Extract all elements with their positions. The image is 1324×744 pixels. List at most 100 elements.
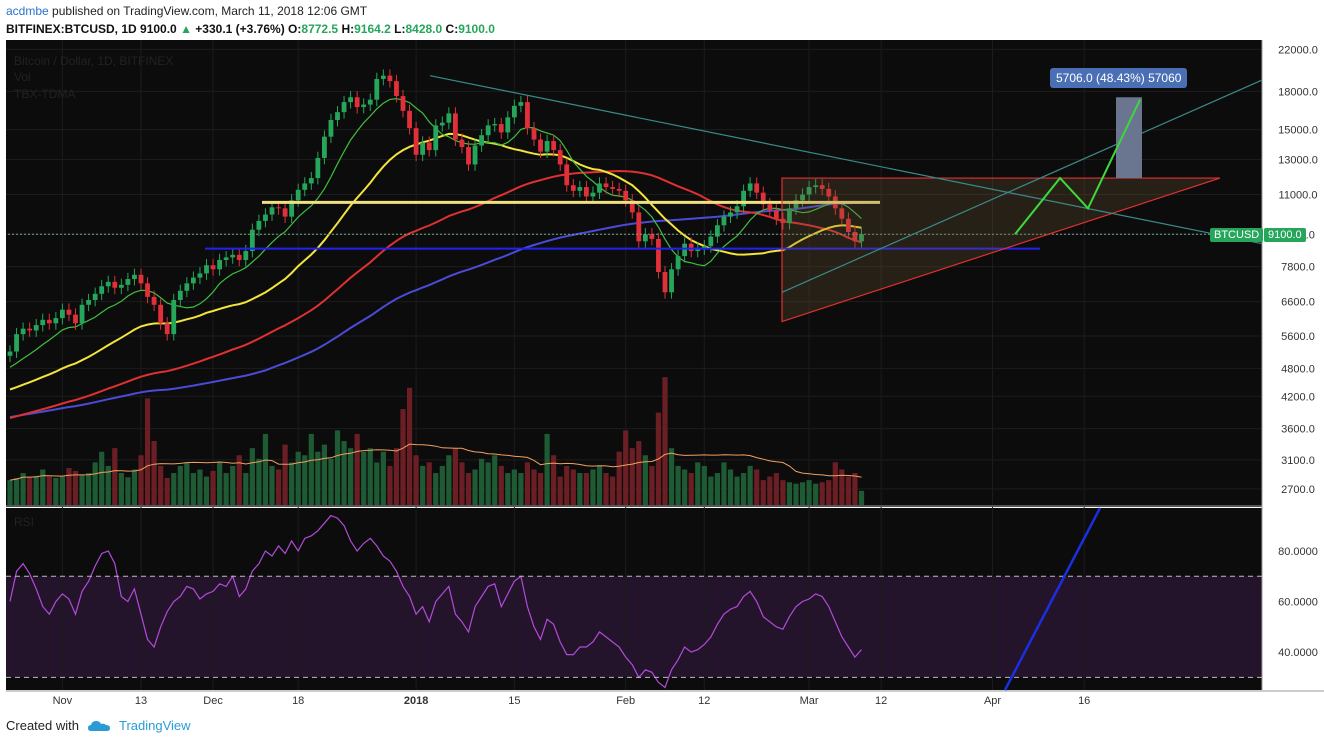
candle [492, 124, 498, 126]
volume-bar [334, 430, 341, 505]
candle [191, 277, 196, 284]
volume-bar [852, 473, 858, 505]
volume-bar [649, 465, 655, 505]
volume-bar [819, 482, 825, 505]
volume-bar [727, 469, 734, 505]
x-tick-label: 13 [135, 695, 147, 707]
volume-bar [459, 462, 465, 505]
candle [230, 254, 236, 258]
triangle-pattern [781, 177, 1221, 323]
candle [656, 238, 661, 273]
candle [177, 290, 183, 301]
candle [590, 192, 596, 197]
volume-bar [505, 473, 511, 505]
candle [249, 229, 255, 252]
volume-average-line [9, 443, 862, 481]
volume-bar [531, 469, 537, 505]
volume-bar [210, 470, 216, 505]
volume-bar [498, 465, 504, 505]
symbol-tag: BTCUSD [1210, 228, 1264, 242]
candle [675, 256, 681, 270]
candle [66, 309, 72, 315]
candle [171, 300, 177, 335]
volume-bar [230, 465, 236, 505]
x-tick-label: Feb [616, 695, 635, 707]
rsi-trend-line [1003, 507, 1102, 691]
candle [715, 225, 720, 237]
volume-bar [354, 433, 360, 505]
price-axis-bg [1262, 38, 1324, 708]
volume-bar [590, 469, 596, 505]
candle [577, 187, 583, 191]
volume-bar [289, 462, 295, 505]
volume-bar [695, 462, 701, 505]
candle [459, 139, 465, 148]
indicator-legend: TBX-TDMA [14, 87, 76, 101]
volume-bar [380, 451, 386, 505]
candle [204, 265, 209, 274]
volume-bar [610, 476, 616, 505]
low-label: L: [394, 22, 406, 36]
volume-bar [79, 475, 85, 505]
volume-bar [688, 473, 694, 505]
volume-bar [806, 480, 812, 505]
candle [407, 110, 412, 129]
close-label: C: [445, 22, 459, 36]
candle [125, 279, 131, 285]
created-with-text: Created with [6, 718, 79, 733]
candle [387, 75, 393, 82]
candle [603, 183, 609, 188]
rsi-tick-label: 60.0000 [1278, 597, 1318, 609]
volume-bar [786, 482, 793, 505]
volume-bar [485, 462, 491, 505]
volume-bar [249, 448, 255, 505]
tradingview-link[interactable]: TradingView [118, 718, 191, 733]
volume-bar [348, 448, 354, 505]
volume-bar [544, 433, 550, 505]
volume-bar [511, 469, 517, 505]
volume-bar [570, 469, 576, 505]
price-tick-label: 11000.0 [1279, 190, 1318, 202]
candle [335, 112, 340, 121]
candle [269, 207, 275, 215]
volume-bar [668, 448, 675, 505]
volume-bar [144, 398, 151, 505]
volume-bar [583, 473, 589, 505]
price-chart[interactable]: 22000.0 18000.0 15000.0 13000.0 11000.0 9100.… [0, 38, 1324, 710]
volume-bar [197, 469, 203, 505]
volume-bar [708, 476, 714, 505]
volume-bar [413, 455, 419, 505]
candle [846, 218, 851, 232]
ma-blue-line [9, 201, 862, 419]
publish-info: acdmbe published on TradingView.com, Mar… [6, 4, 367, 18]
volume-bar [603, 473, 609, 505]
volume-bar [118, 473, 124, 505]
x-tick-label: 15 [508, 695, 520, 707]
volume-bar [492, 455, 498, 505]
candle [151, 296, 157, 305]
candle [118, 284, 124, 288]
candle [505, 117, 511, 133]
candle [806, 187, 812, 195]
volume-bar [66, 468, 72, 505]
candle [616, 188, 622, 191]
candle [348, 97, 353, 103]
candle [466, 147, 471, 165]
candle [859, 234, 864, 242]
price-tick-label: 2700.0 [1281, 484, 1315, 496]
candle [46, 319, 52, 324]
candle [73, 314, 78, 324]
candle [525, 102, 530, 129]
candle [787, 208, 792, 224]
candle [295, 189, 301, 201]
volume-bar [33, 475, 39, 505]
candle [839, 208, 845, 219]
price-tick-label: 4800.0 [1281, 363, 1315, 375]
high-value: 9164.2 [354, 22, 391, 36]
x-tick-label: Mar [800, 695, 819, 707]
volume-bar [374, 462, 380, 505]
candle [682, 243, 688, 257]
author-link[interactable]: acdmbe [6, 4, 49, 18]
candle [99, 286, 105, 294]
candle [688, 243, 694, 252]
